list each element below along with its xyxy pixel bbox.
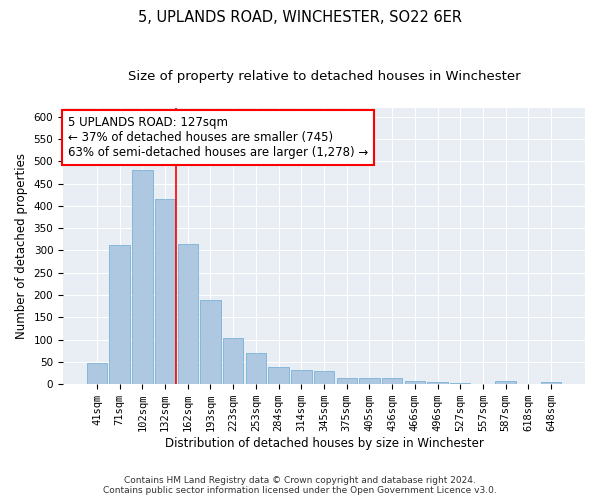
Bar	[314, 371, 334, 384]
Bar	[87, 364, 107, 384]
Bar	[200, 300, 221, 384]
Bar	[109, 245, 130, 384]
Text: 5, UPLANDS ROAD, WINCHESTER, SO22 6ER: 5, UPLANDS ROAD, WINCHESTER, SO22 6ER	[138, 10, 462, 25]
Bar	[359, 378, 380, 384]
Bar	[337, 378, 357, 384]
Bar	[382, 378, 403, 384]
Bar	[427, 382, 448, 384]
Bar	[404, 381, 425, 384]
Bar	[178, 244, 198, 384]
Bar	[541, 382, 561, 384]
Bar	[496, 381, 516, 384]
Bar	[268, 368, 289, 384]
Bar	[132, 170, 152, 384]
Bar	[155, 199, 175, 384]
Text: Contains HM Land Registry data © Crown copyright and database right 2024.
Contai: Contains HM Land Registry data © Crown c…	[103, 476, 497, 495]
Y-axis label: Number of detached properties: Number of detached properties	[15, 153, 28, 339]
Title: Size of property relative to detached houses in Winchester: Size of property relative to detached ho…	[128, 70, 520, 83]
X-axis label: Distribution of detached houses by size in Winchester: Distribution of detached houses by size …	[164, 437, 484, 450]
Text: 5 UPLANDS ROAD: 127sqm
← 37% of detached houses are smaller (745)
63% of semi-de: 5 UPLANDS ROAD: 127sqm ← 37% of detached…	[68, 116, 368, 159]
Bar	[245, 352, 266, 384]
Bar	[223, 338, 244, 384]
Bar	[291, 370, 311, 384]
